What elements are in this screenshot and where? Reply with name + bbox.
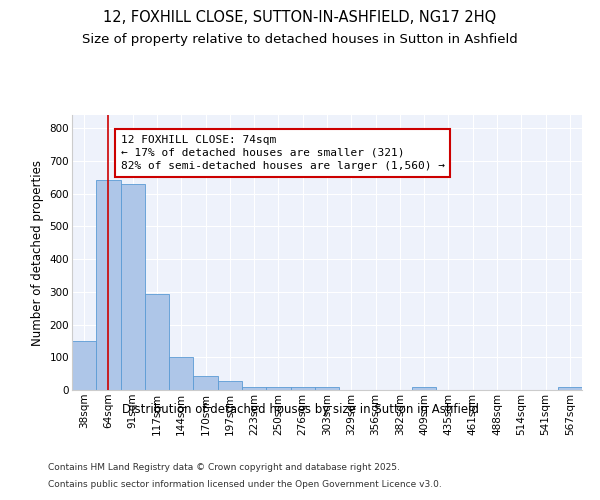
Bar xyxy=(558,388,582,390)
Y-axis label: Number of detached properties: Number of detached properties xyxy=(31,160,44,346)
Bar xyxy=(96,180,121,390)
Bar xyxy=(412,388,436,390)
Bar xyxy=(242,386,266,390)
Bar xyxy=(315,388,339,390)
Bar xyxy=(169,356,193,390)
Text: 12 FOXHILL CLOSE: 74sqm
← 17% of detached houses are smaller (321)
82% of semi-d: 12 FOXHILL CLOSE: 74sqm ← 17% of detache… xyxy=(121,134,445,171)
Bar xyxy=(145,294,169,390)
Text: Distribution of detached houses by size in Sutton in Ashfield: Distribution of detached houses by size … xyxy=(121,402,479,415)
Bar xyxy=(290,388,315,390)
Text: Contains public sector information licensed under the Open Government Licence v3: Contains public sector information licen… xyxy=(48,480,442,489)
Text: Size of property relative to detached houses in Sutton in Ashfield: Size of property relative to detached ho… xyxy=(82,32,518,46)
Text: Contains HM Land Registry data © Crown copyright and database right 2025.: Contains HM Land Registry data © Crown c… xyxy=(48,464,400,472)
Bar xyxy=(218,380,242,390)
Bar xyxy=(72,341,96,390)
Bar xyxy=(193,376,218,390)
Bar xyxy=(121,184,145,390)
Text: 12, FOXHILL CLOSE, SUTTON-IN-ASHFIELD, NG17 2HQ: 12, FOXHILL CLOSE, SUTTON-IN-ASHFIELD, N… xyxy=(103,10,497,25)
Bar xyxy=(266,386,290,390)
